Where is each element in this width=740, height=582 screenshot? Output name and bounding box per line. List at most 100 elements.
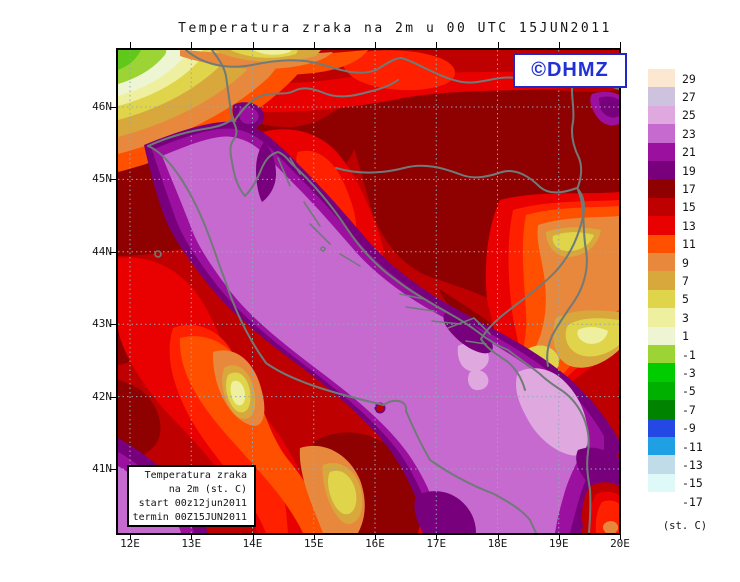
legend-tick-label: -7 [682, 402, 696, 417]
lon-tick-bottom [497, 534, 499, 540]
legend-tick-label: -5 [682, 384, 696, 399]
lat-label: 45N [92, 172, 112, 186]
legend-tick-label: -11 [682, 439, 703, 454]
lat-label: 42N [92, 389, 112, 403]
legend-tick-label: 25 [682, 108, 696, 123]
lon-tick-bottom [436, 534, 438, 540]
legend-tick-label: -15 [682, 476, 703, 491]
lat-tick-left [110, 324, 116, 326]
lon-tick-top [130, 42, 131, 48]
lon-tick-bottom [375, 534, 376, 540]
lon-label: 18E [487, 537, 508, 550]
run-info-line: Temperatura zraka [144, 470, 247, 481]
lat-tick-left [110, 107, 116, 108]
lon-tick-bottom [313, 534, 315, 540]
legend-swatch [648, 473, 675, 493]
legend-swatch [648, 253, 675, 272]
legend-tick-label: 23 [682, 126, 696, 141]
legend-tick-label: -3 [682, 365, 696, 380]
lat-label: 41N [92, 462, 112, 475]
run-info-line: termin 00Z15JUN2011 [132, 512, 247, 523]
lon-label: 17E [426, 537, 447, 550]
legend-unit-label: (st. C) [662, 520, 708, 532]
legend-swatch [648, 69, 675, 88]
lat-tick-left [110, 469, 116, 470]
islands [154, 157, 491, 345]
legend-tick-label: -9 [682, 421, 696, 436]
legend-tick-label: 27 [682, 89, 696, 104]
lon-tick-top [497, 42, 499, 48]
lon-tick-top [558, 42, 560, 48]
legend-swatch [648, 161, 675, 180]
lon-label: 20E [610, 537, 630, 550]
legend-tick-label: -13 [682, 457, 703, 472]
legend-swatch [648, 400, 675, 420]
lon-tick-bottom [558, 534, 560, 540]
legend-tick-label: -1 [682, 347, 696, 362]
legend-swatch [648, 142, 675, 162]
legend-tick-label: 1 [682, 329, 689, 344]
legend-swatch [648, 381, 675, 401]
map-canvas [116, 48, 621, 535]
legend-swatch [648, 363, 675, 383]
lon-label: 15E [303, 537, 324, 550]
page-title: Temperatura zraka na 2m u 00 UTC 15JUN20… [178, 21, 612, 36]
legend-swatch [648, 105, 675, 125]
legend-swatch [648, 197, 675, 217]
lon-tick-top [313, 42, 315, 48]
lat-label: 46N [92, 100, 112, 113]
legend-tick-label: 17 [682, 181, 696, 196]
run-info-box: Temperatura zraka na 2m (st. C) start 00z1… [127, 465, 256, 527]
lon-tick-bottom [252, 534, 254, 540]
lat-label: 43N [92, 317, 112, 331]
lon-label: 13E [181, 537, 202, 550]
legend-tick-label: -17 [682, 494, 703, 509]
temperature-field-map [118, 50, 619, 533]
legend-swatch [648, 271, 675, 291]
lon-tick-top [191, 42, 193, 48]
lon-tick-top [375, 42, 376, 48]
legend-swatch [648, 234, 675, 254]
lon-tick-top [436, 42, 438, 48]
lat-tick-left [110, 179, 116, 181]
legend-tick-label: 3 [682, 310, 689, 325]
lat-label: 44N [92, 244, 112, 258]
lon-label: 16E [365, 537, 385, 550]
legend-swatch [648, 418, 675, 438]
lon-label: 12E [120, 537, 140, 550]
legend-tick-label: 9 [682, 255, 689, 270]
legend-swatch [648, 216, 675, 236]
lat-tick-left [110, 396, 116, 398]
run-info-line: na 2m (st. C) [168, 484, 247, 495]
legend-swatch [648, 289, 675, 309]
run-info-line: start 00z12jun2011 [138, 498, 247, 509]
lon-tick-top [252, 42, 254, 48]
legend-swatch [648, 179, 675, 199]
legend-tick-label: 7 [682, 273, 689, 288]
dhmz-label: ©DHMZ [531, 59, 609, 81]
lon-label: 14E [242, 537, 263, 550]
legend-tick-label: 19 [682, 163, 696, 178]
lat-tick-left [110, 251, 116, 253]
dhmz-watermark: ©DHMZ [513, 53, 627, 88]
legend-tick-label: 13 [682, 218, 696, 233]
legend-tick-label: 15 [682, 200, 696, 215]
legend-swatch [648, 308, 675, 328]
legend-swatch [648, 492, 675, 512]
legend-swatch [648, 437, 675, 456]
lon-tick-top [620, 42, 621, 48]
legend-tick-label: 21 [682, 145, 696, 160]
legend-swatch [648, 326, 675, 346]
legend-swatch [648, 345, 675, 364]
legend-swatch [648, 87, 675, 107]
legend-tick-label: 11 [682, 237, 696, 252]
lon-tick-bottom [130, 534, 131, 540]
lon-tick-bottom [191, 534, 193, 540]
legend-swatch [648, 455, 675, 475]
lon-label: 19E [548, 537, 569, 550]
legend-swatch [648, 124, 675, 144]
legend-tick-label: 29 [682, 71, 696, 86]
lon-tick-bottom [620, 534, 621, 540]
legend-tick-label: 5 [682, 292, 689, 307]
